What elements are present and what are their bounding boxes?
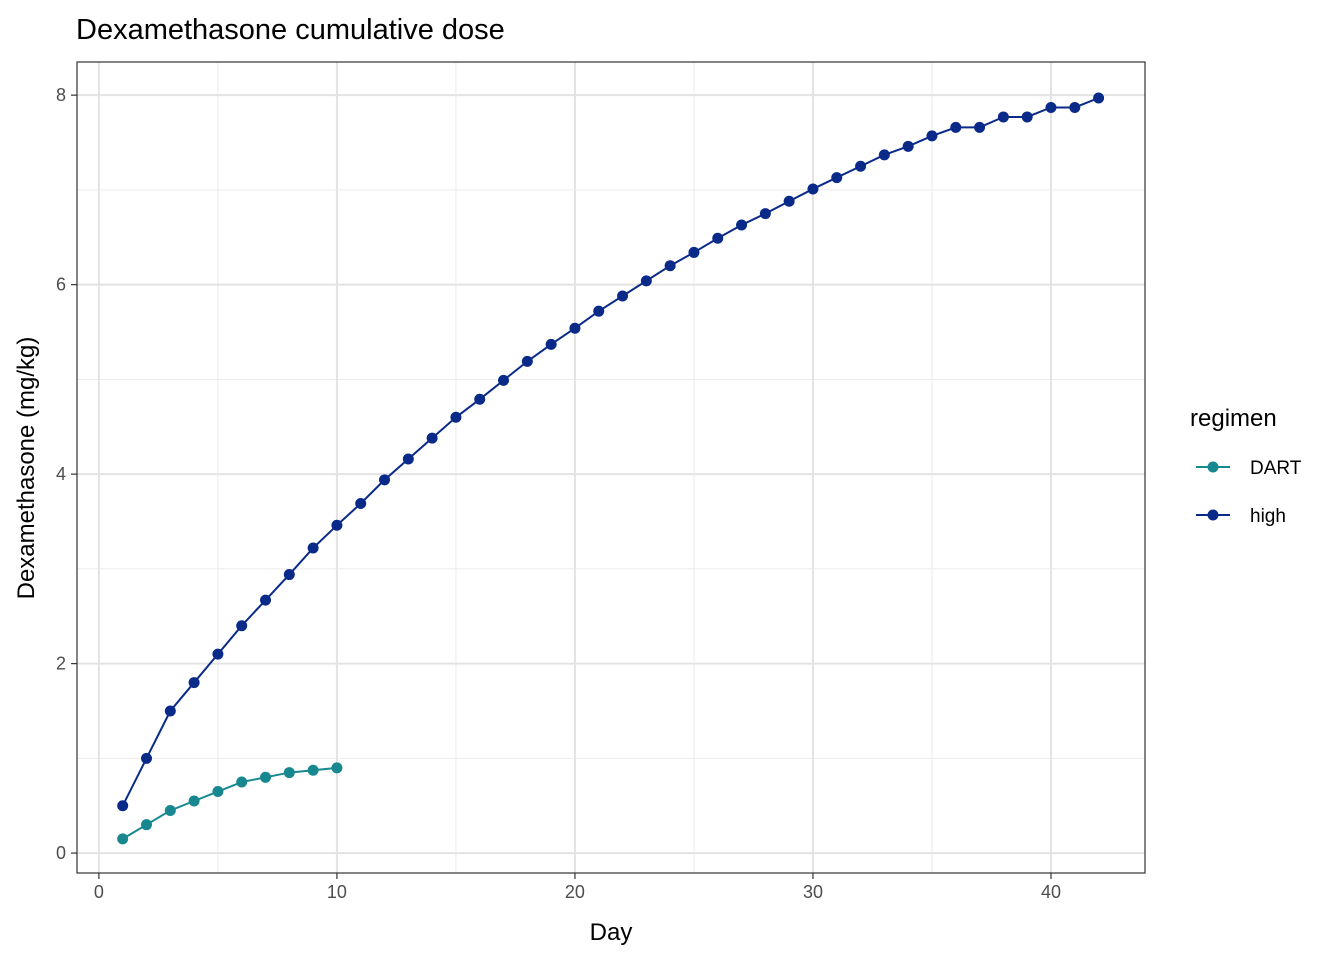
series-dart-point: [164, 804, 176, 816]
series-high-point: [117, 800, 129, 812]
series-high-point: [902, 140, 914, 152]
series-high-point: [402, 453, 414, 465]
y-tick-label: 4: [56, 464, 66, 484]
series-high-point: [593, 305, 605, 317]
series-high-point: [807, 183, 819, 195]
series-dart-point: [141, 819, 153, 831]
series-high-point: [260, 594, 272, 606]
y-tick-label: 8: [56, 85, 66, 105]
series-high-point: [379, 474, 391, 486]
series-high-point: [688, 246, 700, 258]
series-high-point: [141, 752, 153, 764]
series-dart-point: [283, 767, 295, 779]
series-dart-point: [260, 771, 272, 783]
series-high-point: [450, 411, 462, 423]
legend: regimen DART high: [1190, 405, 1302, 527]
series-high-point: [783, 195, 795, 207]
plot-panel-border: [76, 61, 1146, 874]
axes: 0 10 20 30 40 0 2 4 6 8: [56, 85, 1061, 902]
legend-label-dart: DART: [1250, 458, 1302, 479]
y-tick-label: 0: [56, 843, 66, 863]
series-high-point: [498, 374, 510, 386]
series-high-point: [212, 648, 224, 660]
series-high-point: [545, 338, 557, 350]
series-high-point: [1069, 101, 1081, 113]
series-dart-line: [122, 766, 338, 840]
series-dart-point: [236, 776, 248, 788]
grid: [77, 62, 1145, 873]
series-high-point: [283, 569, 295, 581]
series-high-point: [331, 519, 343, 531]
series-dart-point: [117, 833, 129, 845]
series-high-point: [712, 232, 724, 244]
series-dart-point: [307, 764, 319, 776]
series-high-point: [474, 393, 486, 405]
x-tick-label: 30: [803, 882, 823, 902]
series-dart-point: [331, 762, 343, 774]
series-high-point: [188, 677, 200, 689]
series-high-point: [997, 111, 1009, 123]
chart-title: Dexamethasone cumulative dose: [76, 14, 505, 46]
legend-key-point-dart: [1207, 461, 1219, 473]
series-high-point: [236, 620, 248, 632]
series-high-point: [926, 130, 938, 142]
series-high-point: [1045, 101, 1057, 113]
series-dart-point: [188, 795, 200, 807]
series-high-point: [569, 322, 581, 334]
x-tick-label: 10: [327, 882, 347, 902]
x-tick-label: 20: [565, 882, 585, 902]
series-high-point: [759, 208, 771, 220]
series-high-point: [831, 172, 843, 184]
legend-key-point-high: [1207, 509, 1219, 521]
series-high-point: [307, 542, 319, 554]
series-high-point: [878, 149, 890, 161]
y-tick-label: 2: [56, 654, 66, 674]
series-high-point: [950, 121, 962, 133]
series-high-point: [355, 498, 367, 510]
plot-background: [77, 62, 1145, 873]
legend-title: regimen: [1190, 405, 1277, 432]
series-dart-point: [212, 786, 224, 798]
legend-label-high: high: [1250, 506, 1286, 527]
x-tick-label: 0: [94, 882, 104, 902]
series-high-point: [617, 290, 629, 302]
y-axis-label: Dexamethasone (mg/kg): [13, 337, 40, 600]
series-high-point: [1021, 111, 1033, 123]
series-high-point: [855, 160, 867, 172]
series-high-point: [1093, 92, 1105, 104]
x-tick-label: 40: [1041, 882, 1061, 902]
plot-marks: [117, 92, 1105, 845]
y-tick-label: 6: [56, 275, 66, 295]
series-high-point: [164, 705, 176, 717]
series-high-point: [736, 219, 748, 231]
x-axis-label: Day: [590, 919, 633, 946]
series-high-point: [640, 275, 652, 287]
series-high-point: [664, 260, 676, 272]
series-high-point: [426, 432, 438, 444]
series-high-point: [974, 121, 986, 133]
series-high-point: [521, 355, 533, 367]
